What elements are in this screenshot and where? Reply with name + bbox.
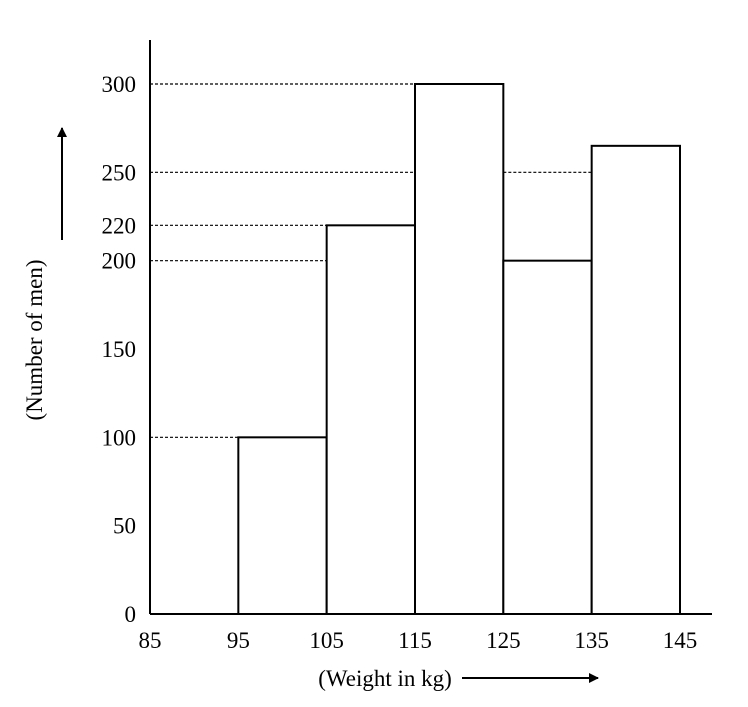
x-tick-label-125: 125: [486, 628, 521, 653]
y-tick-label-200: 200: [102, 249, 137, 274]
guide-lines: [150, 83, 592, 438]
y-tick-label-0: 0: [125, 602, 137, 627]
y-tick-label-50: 50: [113, 514, 136, 539]
x-tick-label-135: 135: [574, 628, 609, 653]
y-axis-title-group: (Number of men): [22, 127, 67, 421]
y-tick-label-100: 100: [102, 425, 137, 450]
bar-125-135: [502, 259, 593, 615]
x-tick-label-115: 115: [398, 628, 432, 653]
bar-135-145: [590, 144, 682, 615]
x-tick-labels: 85 95 105 115 125 135 145: [139, 628, 698, 653]
bars: [237, 83, 682, 616]
x-tick-label-95: 95: [227, 628, 250, 653]
y-tick-label-150: 150: [102, 337, 137, 362]
y-axis-label: (Number of men): [22, 260, 47, 421]
x-axis-title-group: (Weight in kg): [318, 666, 599, 691]
y-tick-label-220: 220: [102, 213, 137, 238]
x-tick-label-145: 145: [663, 628, 698, 653]
y-tick-label-250: 250: [102, 160, 137, 185]
x-tick-label-105: 105: [309, 628, 344, 653]
bar-105-115: [325, 224, 416, 615]
x-axis-label: (Weight in kg): [318, 666, 452, 691]
bar-95-105: [237, 436, 328, 616]
x-tick-label-85: 85: [139, 628, 162, 653]
bar-115-125: [414, 83, 505, 615]
y-tick-label-300: 300: [102, 72, 137, 97]
y-tick-labels: 0 50 100 150 200 220 250 300: [102, 72, 137, 627]
